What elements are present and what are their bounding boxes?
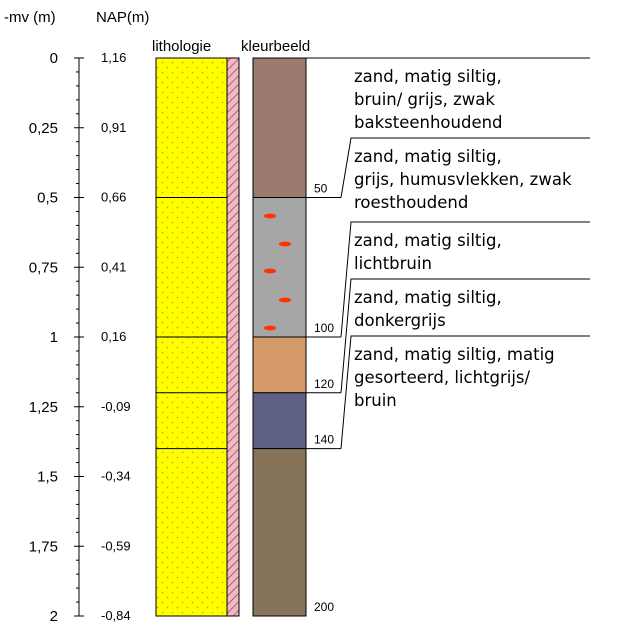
nap-tick-label: 0,16 [101,329,126,344]
nap-tick-label: -0,34 [101,469,131,484]
depth-tick-label: 1,5 [37,469,58,486]
layer-depth-label: 140 [314,433,334,447]
nap-tick-label: 0,66 [101,190,126,205]
nap-tick-label: -0,59 [101,538,131,553]
depth-tick-labels: 0 0,25 0,5 0,75 1 1,25 1,5 1,75 2 [29,50,58,625]
nap-tick-label: 1,16 [101,50,126,65]
color-column [252,57,307,617]
layer-description-line: donkergrijs [354,311,446,330]
lithology-column [155,57,240,617]
layer-description-line: bruin/ grijs, zwak [354,90,495,109]
depth-tick-label: 0,5 [37,190,58,207]
nap-column-header: NAP(m) [96,9,149,26]
color-column-header: kleurbeeld [241,38,310,55]
depth-tick-label: 1,25 [29,399,58,416]
layer-description-line: zand, matig siltig, [354,288,502,307]
connector-line [340,278,590,393]
nap-tick-label: -0,09 [101,399,131,414]
color-layer [252,448,307,617]
connector-line [340,221,590,338]
color-layer [252,197,307,338]
rust-mottle [264,325,276,331]
layer-depth-label: 50 [314,182,328,196]
connector-line [340,137,590,198]
layer-description-line: grijs, humusvlekken, zwak [354,170,572,189]
nap-tick-label: -0,84 [101,608,131,623]
color-layer [252,336,307,394]
nap-tick-label: 0,41 [101,259,126,274]
depth-axis [74,57,84,617]
layer-description-line: bruin [354,391,397,410]
lithology-strip [226,57,240,617]
layer-description-line: baksteenhoudend [354,113,503,132]
layer-description-line: roesthoudend [354,193,468,212]
layer-description-line: zand, matig siltig, matig [354,345,555,364]
rust-mottle [279,241,291,247]
depth-tick-label: 2 [50,608,58,625]
layer-depth-label: 120 [314,377,334,391]
layer-description-line: zand, matig siltig, [354,67,502,86]
layer-descriptions: 50 zand, matig siltig, bruin/ grijs, zwak b… [314,67,572,614]
layer-depth-label: 100 [314,321,334,335]
layer-description-line: gesorteerd, lichtgrijs/ [354,368,531,387]
layer-description-line: lichtbruin [354,254,432,273]
depth-column-header: -mv (m) [4,9,56,26]
description-connectors [306,57,590,450]
rust-mottle [264,213,276,219]
rust-mottle [279,297,291,303]
depth-tick-label: 0,25 [29,120,58,137]
depth-tick-label: 1 [50,329,58,346]
color-layer [252,57,307,198]
nap-tick-labels: 1,16 0,91 0,66 0,41 0,16 -0,09 -0,34 -0,59 -0,84 [101,50,131,623]
depth-tick-label: 1,75 [29,538,58,555]
depth-tick-label: 0,75 [29,259,58,276]
color-layer [252,392,307,450]
rust-mottle [264,268,276,274]
depth-tick-label: 0 [50,50,58,67]
nap-tick-label: 0,91 [101,120,126,135]
layer-description-line: zand, matig siltig, [354,231,502,250]
lithology-layer-boundaries [156,197,227,450]
layer-depth-label: 200 [314,600,334,614]
layer-description-line: zand, matig siltig, [354,147,502,166]
connector-line [340,335,590,449]
lithology-column-header: lithologie [152,38,211,55]
